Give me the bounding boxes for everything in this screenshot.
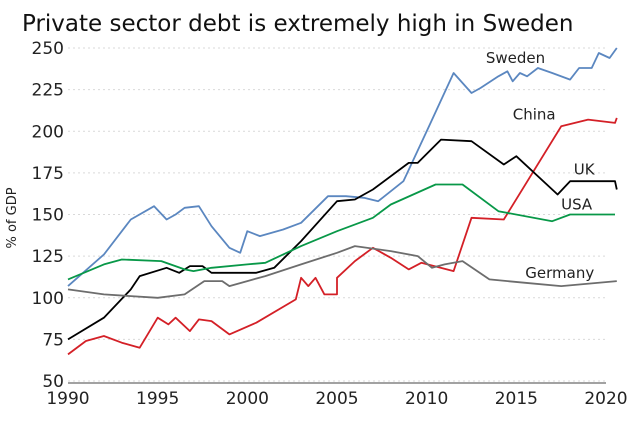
series-line-usa bbox=[67, 183, 615, 281]
series-line-germany bbox=[67, 245, 617, 299]
y-tick-label: 250 bbox=[32, 39, 64, 59]
x-tick-label: 2010 bbox=[405, 389, 448, 409]
x-tick-label: 2000 bbox=[226, 389, 269, 409]
y-axis-label: % of GDP bbox=[5, 187, 20, 248]
x-tick-label: 2020 bbox=[584, 389, 627, 409]
series-lines bbox=[67, 47, 618, 356]
y-tick-label: 175 bbox=[32, 164, 64, 184]
series-labels: Sweden China UK USA Germany bbox=[486, 49, 596, 282]
series-line-uk bbox=[67, 138, 618, 341]
y-tick-label: 200 bbox=[32, 122, 64, 142]
series-label-china: China bbox=[513, 106, 556, 124]
y-tick-label: 125 bbox=[32, 247, 64, 267]
series-label-sweden: Sweden bbox=[486, 49, 545, 67]
series-label-uk: UK bbox=[574, 161, 596, 179]
x-tick-label: 2015 bbox=[495, 389, 538, 409]
x-tick-label: 2005 bbox=[315, 389, 358, 409]
chart-title: Private sector debt is extremely high in… bbox=[22, 11, 573, 37]
x-tick-label: 1990 bbox=[46, 389, 89, 409]
series-label-usa: USA bbox=[561, 196, 593, 214]
series-line-china bbox=[67, 117, 618, 356]
x-axis-ticks: 1990 1995 2000 2005 2010 2015 2020 bbox=[46, 389, 627, 409]
y-tick-label: 225 bbox=[32, 81, 64, 101]
y-tick-label: 100 bbox=[32, 289, 64, 309]
series-line-sweden bbox=[67, 47, 618, 287]
x-tick-label: 1995 bbox=[136, 389, 179, 409]
y-tick-label: 150 bbox=[32, 206, 64, 226]
y-tick-label: 50 bbox=[42, 372, 64, 392]
y-axis-ticks: 50 75 100 125 150 175 200 225 250 bbox=[32, 39, 64, 392]
series-label-germany: Germany bbox=[525, 264, 594, 282]
y-tick-label: 75 bbox=[42, 330, 64, 350]
